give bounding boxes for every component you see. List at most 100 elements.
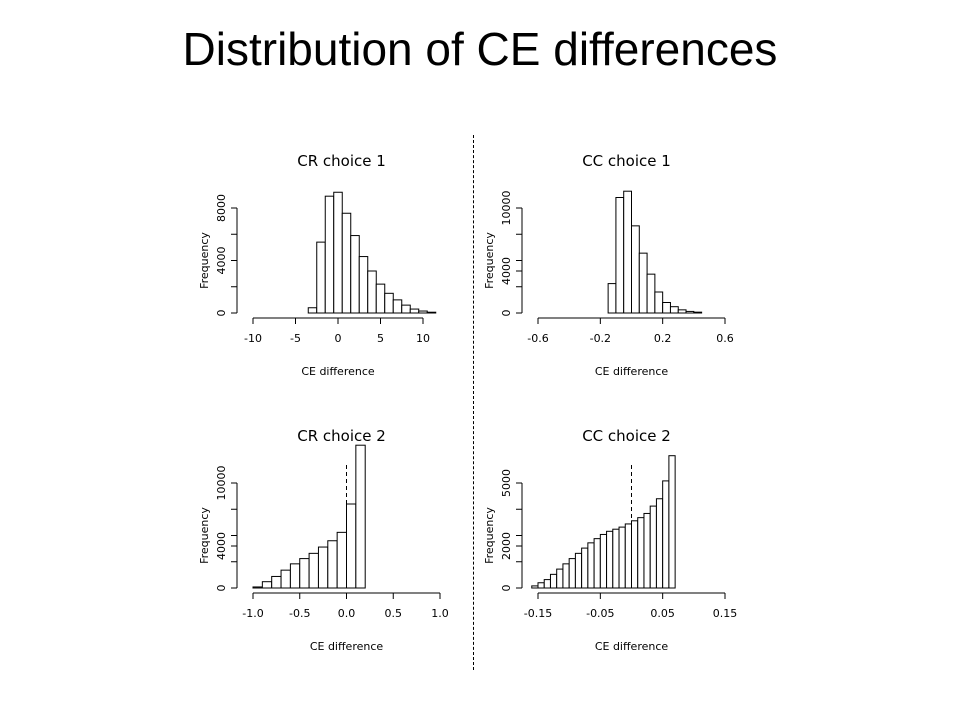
x-axis-label: CE difference (595, 365, 669, 378)
bars (307, 191, 437, 314)
x-tick-label: 0.05 (650, 607, 675, 620)
x-tick-label: -0.05 (586, 607, 614, 620)
histogram-bar (556, 568, 564, 589)
chart-title: CC choice 2 (582, 427, 671, 445)
histogram-bar (646, 273, 656, 314)
x-tick-label: 10 (416, 332, 430, 345)
y-tick-label: 0 (500, 310, 513, 317)
histogram-bar (618, 526, 626, 589)
x-tick-label: 0.15 (713, 607, 738, 620)
y-tick-label: 4000 (215, 247, 228, 275)
histogram-bar (574, 552, 583, 589)
x-tick-label: 0.2 (654, 332, 672, 345)
histogram-bar (358, 256, 369, 314)
histogram-bar (401, 304, 411, 314)
histogram-bar (327, 540, 338, 589)
histogram-bar (668, 455, 676, 589)
histogram-bar (308, 552, 319, 589)
x-tick-label: -0.5 (289, 607, 310, 620)
y-tick-label: 0 (215, 310, 228, 317)
x-axis-label: CE difference (310, 640, 384, 653)
histogram-bar (568, 558, 576, 589)
histogram-bar (336, 531, 347, 589)
x-axis-label: CE difference (595, 640, 669, 653)
bars (531, 455, 676, 589)
y-axis-label: Frequency (198, 507, 211, 564)
x-tick-label: -0.15 (524, 607, 552, 620)
histogram-bar (409, 308, 420, 314)
histogram-bar (587, 542, 595, 589)
histogram-bar (333, 191, 343, 314)
histogram-bar (346, 503, 357, 589)
histogram-bar (271, 575, 282, 589)
y-axis-label: Frequency (483, 507, 496, 564)
histogram-bar (623, 190, 632, 314)
histogram-cc-choice-1: CC choice 1 -0.6 -0.2 0.2 0.6 CE difference 0 4… (483, 152, 734, 378)
x-axis-label: CE difference (301, 365, 375, 378)
histogram-bar (655, 498, 664, 589)
histogram-bar (289, 563, 301, 589)
x-tick-label: -0.6 (527, 332, 548, 345)
histogram-bar (261, 581, 273, 589)
histogram-bar (341, 212, 352, 314)
bars (252, 444, 366, 589)
y-tick-label: 10000 (500, 191, 513, 226)
histogram-bar (543, 579, 551, 589)
histogram-bar (637, 517, 645, 589)
y-tick-label: 2000 (500, 532, 513, 560)
histogram-bar (316, 241, 326, 314)
x-tick-label: 0.0 (338, 607, 356, 620)
x-tick-label: -5 (290, 332, 301, 345)
histogram-bar (307, 307, 318, 314)
histogram-bar (280, 569, 291, 589)
histogram-bar (606, 530, 614, 589)
histogram-bar (537, 582, 545, 589)
y-axis-label: Frequency (483, 232, 496, 289)
histogram-bar (607, 283, 617, 314)
y-tick-label: 0 (500, 585, 513, 592)
histogram-bar (624, 523, 632, 589)
histogram-bar (384, 292, 394, 314)
histogram-bar (549, 573, 558, 589)
histogram-bar (317, 546, 329, 589)
y-tick-label: 5000 (500, 469, 513, 497)
histogram-bar (299, 558, 310, 589)
histogram-bar (367, 270, 377, 314)
x-tick-label: 0.5 (385, 607, 403, 620)
histogram-bar (662, 302, 671, 314)
y-tick-label: 4000 (215, 532, 228, 560)
y-tick-label: 0 (215, 585, 228, 592)
histogram-bar (375, 283, 386, 314)
histogram-cc-choice-2: CC choice 2 -0.15 -0.05 0.05 0.15 CE differen… (483, 427, 738, 653)
histogram-bar (392, 299, 403, 314)
y-tick-label: 8000 (215, 194, 228, 222)
chart-title: CR choice 2 (297, 427, 386, 445)
histogram-bar (631, 225, 640, 314)
histogram-bar (669, 306, 679, 314)
histogram-bar (631, 520, 639, 589)
histogram-bar (638, 252, 648, 314)
x-tick-label: -10 (244, 332, 262, 345)
chart-title: CC choice 1 (582, 152, 671, 170)
histogram-bar (562, 563, 570, 589)
histogram-bar (599, 533, 608, 589)
histogram-bar (615, 197, 625, 314)
slide-title: Distribution of CE differences (182, 23, 778, 75)
histogram-bar (654, 291, 664, 314)
histogram-bar (324, 195, 335, 314)
panel-divider (473, 135, 474, 670)
x-tick-label: 0 (335, 332, 342, 345)
x-tick-label: 0.6 (716, 332, 734, 345)
histogram-bar (581, 547, 589, 589)
histogram-bar (593, 538, 601, 589)
y-axis-label: Frequency (198, 232, 211, 289)
histogram-bar (350, 235, 360, 314)
histogram-bar (643, 512, 651, 589)
chart-title: CR choice 1 (297, 152, 386, 170)
x-tick-label: 1.0 (431, 607, 449, 620)
histogram-cr-choice-2: CR choice 2 -1.0 -0.5 0.0 0.5 1.0 CE differenc… (198, 427, 449, 653)
histogram-bar (649, 505, 657, 589)
y-tick-label: 10000 (215, 466, 228, 501)
y-tick-label: 4000 (500, 257, 513, 285)
histogram-bar (662, 480, 670, 589)
